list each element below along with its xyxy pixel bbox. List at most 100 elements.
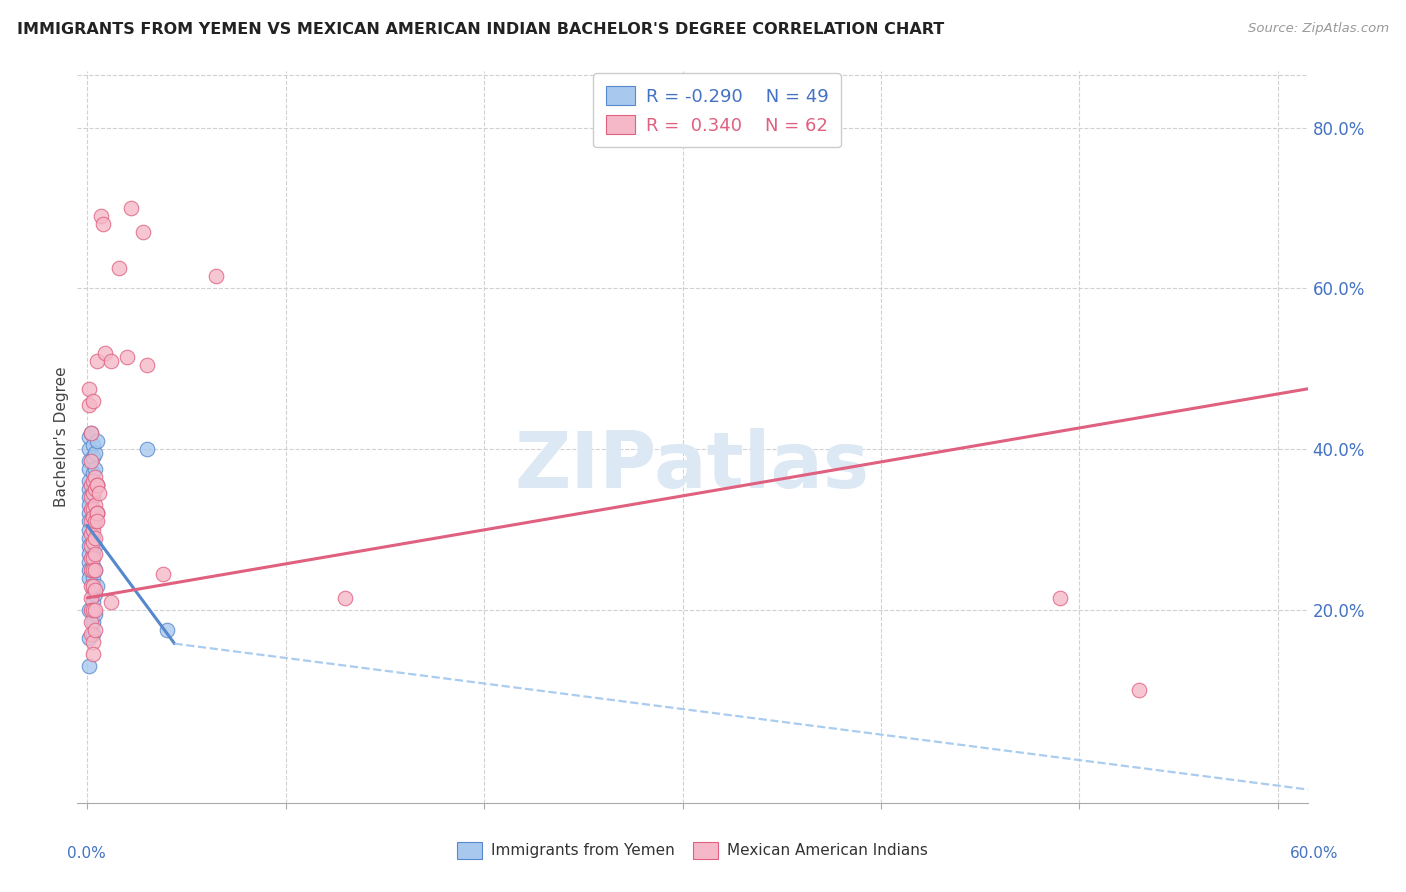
- Point: [90, 209, 112, 223]
- Point: [77, 603, 100, 617]
- Point: [77, 631, 100, 645]
- Point: [80, 550, 103, 565]
- Point: [86, 478, 108, 492]
- Point: [82, 502, 104, 516]
- Point: [77, 555, 100, 569]
- Point: [80, 425, 103, 440]
- Point: [77, 531, 100, 545]
- Point: [77, 523, 100, 537]
- Point: [80, 603, 103, 617]
- Point: [77, 382, 100, 396]
- Point: [115, 350, 138, 364]
- Point: [100, 353, 122, 368]
- Point: [86, 507, 108, 521]
- Point: [335, 591, 357, 605]
- Point: [80, 478, 103, 492]
- Point: [77, 491, 100, 505]
- Point: [86, 434, 108, 449]
- Legend: Immigrants from Yemen, Mexican American Indians: Immigrants from Yemen, Mexican American …: [451, 836, 934, 864]
- Point: [77, 659, 100, 673]
- Y-axis label: Bachelor's Degree: Bachelor's Degree: [53, 367, 69, 508]
- Point: [77, 539, 100, 553]
- Point: [77, 571, 100, 585]
- Point: [82, 603, 104, 617]
- Point: [77, 462, 100, 476]
- Point: [82, 534, 104, 549]
- Point: [132, 225, 155, 239]
- Point: [82, 510, 104, 524]
- Point: [84, 547, 107, 561]
- Point: [77, 515, 100, 529]
- Text: IMMIGRANTS FROM YEMEN VS MEXICAN AMERICAN INDIAN BACHELOR'S DEGREE CORRELATION C: IMMIGRANTS FROM YEMEN VS MEXICAN AMERICA…: [17, 22, 943, 37]
- Point: [89, 486, 111, 500]
- Point: [82, 518, 104, 533]
- Point: [84, 462, 107, 476]
- Point: [86, 478, 108, 492]
- Point: [86, 515, 108, 529]
- Point: [100, 595, 122, 609]
- Point: [156, 623, 179, 637]
- Point: [84, 531, 107, 545]
- Point: [82, 582, 104, 597]
- Point: [77, 507, 100, 521]
- Point: [82, 486, 104, 500]
- Text: 0.0%: 0.0%: [67, 847, 107, 861]
- Point: [84, 470, 107, 484]
- Text: Source: ZipAtlas.com: Source: ZipAtlas.com: [1249, 22, 1389, 36]
- Point: [84, 515, 107, 529]
- Point: [84, 603, 107, 617]
- Point: [84, 446, 107, 460]
- Point: [84, 478, 107, 492]
- Point: [86, 579, 108, 593]
- Point: [82, 635, 104, 649]
- Point: [80, 539, 103, 553]
- Point: [82, 563, 104, 577]
- Point: [80, 491, 103, 505]
- Point: [84, 539, 107, 553]
- Point: [108, 261, 131, 276]
- Text: ZIPatlas: ZIPatlas: [515, 428, 870, 504]
- Point: [86, 507, 108, 521]
- Point: [84, 563, 107, 577]
- Point: [82, 467, 104, 481]
- Point: [82, 595, 104, 609]
- Point: [152, 566, 174, 581]
- Point: [84, 587, 107, 601]
- Point: [82, 483, 104, 497]
- Point: [82, 438, 104, 452]
- Point: [82, 531, 104, 545]
- Point: [84, 563, 107, 577]
- Point: [205, 269, 228, 284]
- Point: [82, 558, 104, 573]
- Point: [80, 563, 103, 577]
- Point: [77, 430, 100, 444]
- Point: [82, 523, 104, 537]
- Point: [77, 454, 100, 468]
- Point: [77, 483, 100, 497]
- Point: [1128, 683, 1150, 698]
- Point: [86, 507, 108, 521]
- Point: [86, 353, 108, 368]
- Point: [82, 627, 104, 641]
- Point: [80, 425, 103, 440]
- Text: 60.0%: 60.0%: [1291, 847, 1339, 861]
- Point: [86, 478, 108, 492]
- Point: [120, 201, 142, 215]
- Point: [135, 358, 157, 372]
- Point: [82, 615, 104, 629]
- Point: [82, 647, 104, 661]
- Point: [82, 571, 104, 585]
- Point: [80, 627, 103, 641]
- Point: [77, 442, 100, 457]
- Point: [94, 345, 117, 359]
- Point: [80, 454, 103, 468]
- Point: [80, 591, 103, 605]
- Point: [82, 491, 104, 505]
- Point: [135, 442, 157, 457]
- Point: [82, 550, 104, 565]
- Point: [84, 607, 107, 621]
- Point: [84, 483, 107, 497]
- Point: [80, 579, 103, 593]
- Point: [82, 547, 104, 561]
- Point: [84, 582, 107, 597]
